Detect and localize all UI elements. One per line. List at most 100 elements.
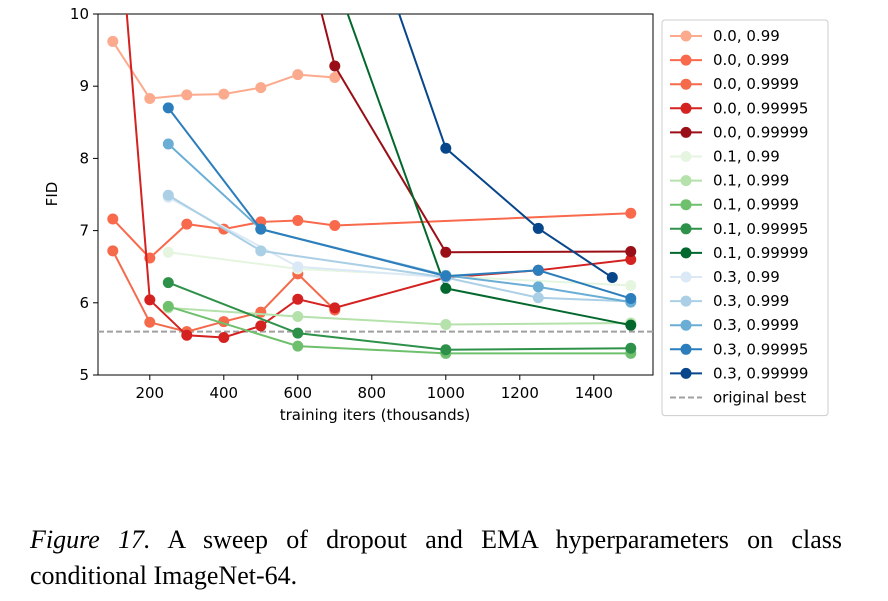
legend-label: 0.1, 0.99999 [713, 244, 808, 262]
legend-label: 0.3, 0.99 [713, 268, 780, 286]
legend-swatch-marker [680, 319, 692, 331]
x-tick-label: 600 [283, 384, 312, 402]
data-point [255, 245, 267, 257]
data-point [218, 88, 230, 100]
data-point [292, 293, 304, 305]
series-9 [162, 277, 637, 356]
legend-entry: 0.3, 0.9999 [670, 316, 799, 334]
x-tick-label: 400 [209, 384, 238, 402]
legend-entry: 0.0, 0.99999 [670, 123, 808, 141]
legend-label: 0.3, 0.999 [713, 292, 789, 310]
x-tick-label: 1200 [501, 384, 539, 402]
data-point [440, 142, 452, 154]
data-point [181, 329, 193, 341]
data-point [255, 82, 267, 94]
data-point [440, 282, 452, 294]
series-10 [346, 14, 637, 331]
data-point [440, 246, 452, 258]
legend-entry: 0.0, 0.99995 [670, 99, 808, 117]
y-tick-label: 6 [79, 294, 89, 312]
series-2 [107, 207, 637, 264]
caption-text: A sweep of dropout and EMA hyperparamete… [30, 525, 842, 590]
legend-swatch-marker [680, 151, 692, 162]
data-point [625, 342, 637, 354]
data-point [625, 246, 637, 258]
legend-swatch-marker [680, 54, 692, 66]
legend-label: 0.0, 0.99999 [713, 123, 808, 141]
data-point [162, 300, 174, 312]
legend-entry: 0.3, 0.99995 [670, 340, 808, 358]
legend-swatch-marker [680, 223, 692, 235]
data-point [532, 264, 544, 276]
data-point [162, 102, 174, 114]
series-line [112, 212, 631, 260]
data-point [606, 272, 618, 284]
legend-swatch-marker [680, 30, 692, 42]
legend-entry: 0.3, 0.99 [670, 268, 780, 286]
data-point [292, 311, 304, 323]
series-line [168, 306, 631, 326]
x-tick-label: 800 [357, 384, 386, 402]
legend-swatch-marker [680, 367, 692, 379]
data-point [292, 261, 304, 273]
series-1 [107, 35, 341, 104]
series-8 [162, 300, 637, 359]
x-tick-label: 1000 [427, 384, 465, 402]
legend-entry: 0.1, 0.99 [670, 148, 780, 166]
data-point [329, 60, 341, 72]
y-axis-label: FID [43, 182, 61, 207]
data-point [625, 253, 637, 265]
data-point [162, 189, 174, 201]
x-tick-label: 200 [135, 384, 164, 402]
figure-label: Figure 17. [30, 525, 151, 554]
legend-swatch-marker [680, 295, 692, 307]
data-point [532, 292, 544, 304]
series-5 [320, 14, 637, 258]
legend-label: 0.0, 0.999 [713, 51, 789, 69]
y-tick-label: 7 [79, 222, 89, 240]
series-14 [162, 102, 637, 304]
data-point [181, 218, 193, 230]
legend-swatch-marker [680, 175, 692, 187]
legend-entry: 0.0, 0.9999 [670, 75, 799, 93]
legend-label: 0.1, 0.99 [713, 148, 780, 166]
y-tick-label: 10 [70, 5, 89, 23]
series-line [167, 281, 631, 351]
legend-swatch-marker [680, 199, 692, 211]
data-point [107, 35, 119, 47]
legend-entry: 0.1, 0.999 [670, 172, 789, 190]
legend-label: 0.0, 0.99 [713, 27, 780, 45]
data-point [144, 316, 156, 328]
y-tick-label: 9 [79, 77, 89, 95]
legend-entry: 0.0, 0.999 [670, 51, 789, 69]
series-line [320, 14, 631, 254]
data-point [107, 245, 119, 257]
legend-label: 0.0, 0.9999 [713, 75, 799, 93]
data-point [162, 138, 174, 150]
y-tick-label: 5 [79, 366, 89, 384]
data-point [162, 246, 174, 258]
legend-swatch-marker [680, 271, 692, 283]
data-point [329, 72, 341, 84]
legend-entry: 0.1, 0.99999 [670, 244, 808, 262]
data-point [255, 306, 267, 318]
data-point [292, 69, 304, 81]
data-point [440, 318, 452, 330]
legend-entry: 0.3, 0.99999 [670, 364, 808, 382]
legend-label: 0.0, 0.99995 [713, 99, 808, 117]
data-point [292, 340, 304, 352]
data-point [625, 207, 637, 219]
data-point [625, 292, 637, 304]
legend-label: 0.1, 0.999 [713, 172, 789, 190]
legend: 0.0, 0.99 0.0, 0.999 0.0, 0.9999 0.0, 0.999… [661, 19, 829, 417]
data-point [329, 220, 341, 232]
data-point [107, 213, 119, 225]
data-point [144, 294, 156, 306]
data-point [440, 344, 452, 356]
data-point [625, 319, 637, 331]
series-15 [398, 14, 618, 284]
legend-label: 0.3, 0.9999 [713, 316, 799, 334]
legend-entry-reference: original best [670, 389, 806, 407]
data-point [218, 331, 230, 343]
legend-label: original best [713, 389, 806, 407]
